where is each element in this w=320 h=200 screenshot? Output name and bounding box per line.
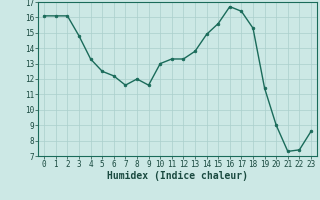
X-axis label: Humidex (Indice chaleur): Humidex (Indice chaleur): [107, 171, 248, 181]
